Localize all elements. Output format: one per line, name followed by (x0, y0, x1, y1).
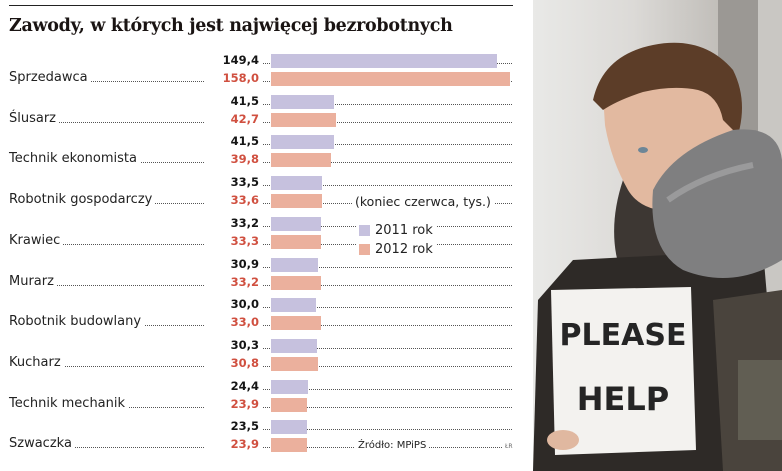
bar-2012 (271, 357, 318, 371)
leader-line (260, 267, 512, 268)
legend-swatch-2012 (359, 244, 370, 255)
chart-title: Zawody, w których jest najwięcej bezrobo… (9, 16, 453, 36)
leader-line (260, 429, 512, 430)
bar-2011 (271, 339, 317, 353)
bar-2012 (271, 438, 308, 452)
value-2012: 23,9 (204, 437, 262, 451)
category-label: Krawiec (9, 233, 64, 249)
category-label: Ślusarz (9, 111, 60, 127)
bar-2012 (271, 316, 321, 330)
top-rule (9, 5, 513, 6)
credit-label: ŁR (503, 443, 513, 451)
legend-label-2012: 2012 rok (375, 242, 433, 257)
value-2012: 33,2 (204, 275, 262, 289)
bar-2012 (271, 276, 322, 290)
value-2011: 41,5 (204, 94, 262, 108)
value-2011: 23,5 (204, 419, 262, 433)
value-2011: 41,5 (204, 134, 262, 148)
sign-text-line1: PLEASE (560, 318, 687, 353)
bar-2011 (271, 298, 317, 312)
category-label: Robotnik budowlany (9, 314, 145, 330)
category-label: Szwaczka (9, 436, 75, 452)
chart-row: 30,3 30,8 Kucharz (0, 338, 520, 374)
value-2011: 33,2 (204, 216, 262, 230)
value-2011: 149,4 (204, 53, 262, 67)
bar-2011 (271, 176, 322, 190)
category-label: Sprzedawca (9, 70, 91, 86)
chart-row: 23,5 23,9 Szwaczka (0, 419, 520, 455)
bar-2012 (271, 113, 336, 127)
bar-chart: Zawody, w których jest najwięcej bezrobo… (0, 5, 520, 455)
value-2011: 24,4 (204, 379, 262, 393)
value-2011: 30,9 (204, 257, 262, 271)
value-2012: 158,0 (204, 71, 262, 85)
bar-2011 (271, 54, 497, 68)
category-label: Technik mechanik (9, 396, 129, 412)
bar-2012 (271, 398, 308, 412)
chart-subtitle: (koniec czerwca, tys.) (352, 194, 494, 209)
value-2012: 42,7 (204, 112, 262, 126)
value-2011: 30,0 (204, 297, 262, 311)
value-2012: 33,3 (204, 234, 262, 248)
category-label: Kucharz (9, 355, 64, 371)
chart-row: 33,5 33,6 Robotnik gospodarczy (0, 175, 520, 211)
value-2012: 33,0 (204, 315, 262, 329)
value-2011: 30,3 (204, 338, 262, 352)
chart-row: 30,9 33,2 Murarz (0, 257, 520, 293)
bar-2012 (271, 72, 510, 86)
legend-swatch-2011 (359, 225, 370, 236)
chart-row: 41,5 39,8 Technik ekonomista (0, 134, 520, 170)
value-2012: 30,8 (204, 356, 262, 370)
category-label: Robotnik gospodarczy (9, 192, 156, 208)
bar-2011 (271, 217, 322, 231)
value-2012: 33,6 (204, 193, 262, 207)
category-label: Technik ekonomista (9, 151, 140, 167)
bar-2012 (271, 194, 322, 208)
leader-line (260, 185, 512, 186)
legend-2012: 2012 rok (356, 242, 436, 257)
chart-row: 33,2 33,3 Krawiec (0, 216, 520, 252)
bar-2011 (271, 95, 334, 109)
bar-2012 (271, 235, 322, 249)
source-label: Źródło: MPiPS (355, 440, 430, 452)
leader-line (260, 144, 512, 145)
leader-line (260, 389, 512, 390)
bar-2011 (271, 380, 308, 394)
chart-row: 24,4 23,9 Technik mechanik (0, 379, 520, 415)
chart-row: 30,0 33,0 Robotnik budowlany (0, 297, 520, 333)
category-label: Murarz (9, 274, 57, 290)
chart-row: 41,5 42,7 Ślusarz (0, 94, 520, 130)
man-with-sign-illustration: PLEASE HELP (533, 0, 782, 471)
photo: PLEASE HELP (533, 0, 782, 471)
value-2012: 23,9 (204, 397, 262, 411)
leader-line (260, 104, 512, 105)
leader-line (260, 348, 512, 349)
bar-2012 (271, 153, 332, 167)
sign-text-line2: HELP (577, 380, 669, 418)
chart-row: 149,4 158,0 Sprzedawca (0, 53, 520, 89)
bar-2011 (271, 420, 307, 434)
value-2012: 39,8 (204, 152, 262, 166)
bar-2011 (271, 135, 334, 149)
leader-line (260, 307, 512, 308)
legend-label-2011: 2011 rok (375, 223, 433, 238)
value-2011: 33,5 (204, 175, 262, 189)
bar-2011 (271, 258, 318, 272)
legend-2011: 2011 rok (356, 223, 436, 238)
